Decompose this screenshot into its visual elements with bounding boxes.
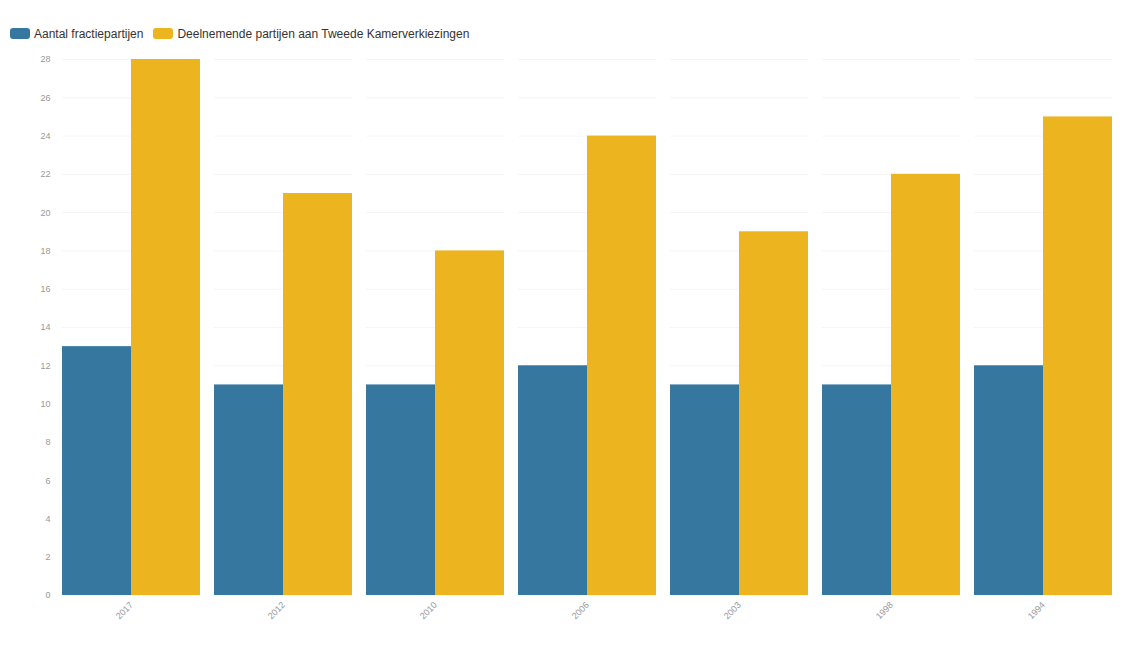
svg-text:2006: 2006: [570, 600, 591, 621]
svg-text:2010: 2010: [418, 600, 439, 621]
svg-text:18: 18: [40, 246, 50, 256]
svg-text:10: 10: [40, 399, 50, 409]
svg-text:1998: 1998: [874, 600, 895, 621]
svg-text:0: 0: [45, 590, 50, 600]
svg-text:14: 14: [40, 322, 50, 332]
html-text:Aantal fractiepartijen: Aantal fractiepartijen: [34, 26, 144, 41]
svg-text:6: 6: [45, 476, 50, 486]
svg-text:2003: 2003: [722, 600, 743, 621]
svg-text:12: 12: [40, 361, 50, 371]
svg-text:24: 24: [40, 131, 50, 141]
svg-text:2012: 2012: [266, 600, 287, 621]
svg-text:2: 2: [45, 552, 50, 562]
svg-text:26: 26: [40, 93, 50, 103]
svg-text:1994: 1994: [1026, 600, 1047, 621]
svg-text:16: 16: [40, 284, 50, 294]
svg-text:20: 20: [40, 208, 50, 218]
svg-text:28: 28: [40, 54, 50, 64]
svg-text:4: 4: [45, 514, 50, 524]
svg-text:8: 8: [45, 437, 50, 447]
html-text:Deelnemende partijen aan Tweed: Deelnemende partijen aan Tweede Kamerver…: [177, 26, 470, 41]
svg-text:22: 22: [40, 169, 50, 179]
svg-text:2017: 2017: [114, 600, 135, 621]
